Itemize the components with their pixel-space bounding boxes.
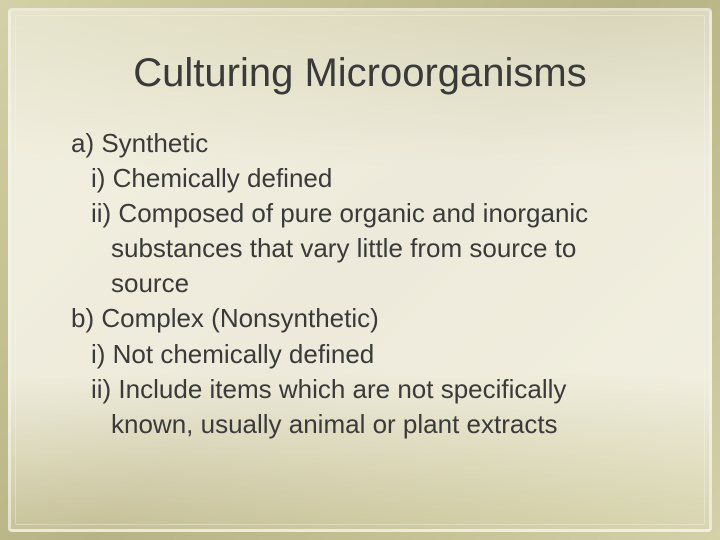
slide-title: Culturing Microorganisms [71,51,649,96]
slide-container: Culturing Microorganisms a) Synthetic i)… [0,0,720,540]
outline-line: known, usually animal or plant extracts [111,407,649,442]
outline-line: i) Not chemically defined [91,337,649,372]
outline-line: a) Synthetic [71,126,649,161]
content-area: Culturing Microorganisms a) Synthetic i)… [11,11,709,482]
outline-line: ii) Composed of pure organic and inorgan… [91,196,649,231]
outline-line: b) Complex (Nonsynthetic) [71,301,649,336]
outline-line: substances that vary little from source … [111,231,649,301]
outline-line: i) Chemically defined [91,161,649,196]
slide-frame: Culturing Microorganisms a) Synthetic i)… [8,8,712,532]
slide-body: a) Synthetic i) Chemically defined ii) C… [71,126,649,442]
outline-line: ii) Include items which are not specific… [91,372,649,407]
